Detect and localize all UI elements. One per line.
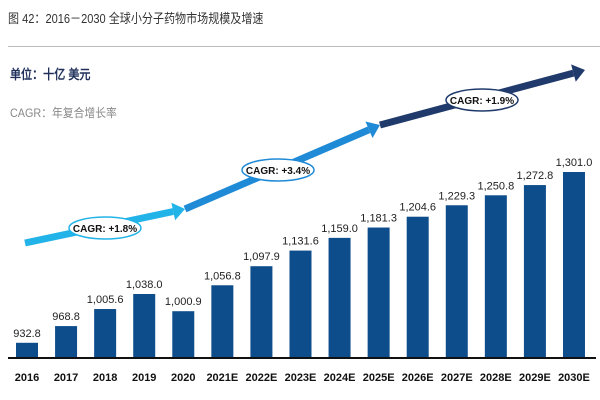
data-label: 1,250.8 xyxy=(477,180,514,192)
bar-2020 xyxy=(172,311,195,358)
bar-2018 xyxy=(94,309,117,358)
bar-2019 xyxy=(133,293,156,358)
bar-2023E xyxy=(289,250,312,358)
x-tick-label: 2023E xyxy=(285,372,317,384)
x-tick-label: 2025E xyxy=(363,372,395,384)
bar-2026E xyxy=(406,216,429,358)
data-label: 1,000.9 xyxy=(165,296,202,308)
x-tick-label: 2026E xyxy=(402,372,434,384)
bar-2025E xyxy=(367,227,390,358)
bar-2021E xyxy=(211,285,234,358)
x-tick-label: 2022E xyxy=(246,372,278,384)
x-tick-label: 2018 xyxy=(93,372,117,384)
data-label: 1,056.8 xyxy=(204,270,241,282)
chart-title: 图 42：2016－2030 全球小分子药物市场规模及增速 xyxy=(8,11,264,26)
x-tick-label: 2016 xyxy=(15,372,39,384)
cagr-label: CAGR: +3.4% xyxy=(246,166,310,177)
bar-2022E xyxy=(250,266,273,358)
data-label: 1,038.0 xyxy=(126,279,163,291)
x-tick-label: 2017 xyxy=(54,372,78,384)
cagr-bubble xyxy=(68,216,142,240)
data-label: 1,097.9 xyxy=(243,251,280,263)
cagr-label: CAGR: +1.8% xyxy=(73,224,137,235)
x-tick-label: 2021E xyxy=(206,372,238,384)
cagr-arrow-head xyxy=(365,121,380,139)
bar-2017 xyxy=(55,326,78,358)
data-label: 1,301.0 xyxy=(556,157,593,169)
divider xyxy=(8,46,600,47)
x-tick-label: 2028E xyxy=(480,372,512,384)
cagr-label: CAGR: +1.9% xyxy=(450,96,514,107)
cagr-arrow-head xyxy=(571,64,585,82)
bar-2028E xyxy=(484,195,507,358)
data-label: 1,272.8 xyxy=(517,170,554,182)
data-label: 1,005.6 xyxy=(87,294,124,306)
bar-2024E xyxy=(328,237,351,358)
x-tick-label: 2019 xyxy=(132,372,156,384)
x-tick-label: 2027E xyxy=(441,372,473,384)
x-tick-label: 2024E xyxy=(324,372,356,384)
x-tick-label: 2030E xyxy=(558,372,590,384)
unit-label: 单位：十亿 美元 xyxy=(10,67,91,82)
data-label: 932.8 xyxy=(13,328,41,340)
cagr-bubble xyxy=(445,88,519,112)
cagr-arrow-head xyxy=(171,202,185,221)
cagr-bubble xyxy=(241,158,315,182)
x-tick-label: 2029E xyxy=(519,372,551,384)
x-tick-label: 2020 xyxy=(171,372,195,384)
bar-2029E xyxy=(523,185,546,358)
data-label: 1,131.6 xyxy=(282,236,319,248)
data-label: 1,229.3 xyxy=(438,190,475,202)
cagr-note: CAGR：年复合增长率 xyxy=(10,106,117,120)
data-label: 968.8 xyxy=(52,311,80,323)
bar-2016 xyxy=(16,342,38,358)
data-label: 1,181.3 xyxy=(360,213,397,225)
data-label: 1,159.0 xyxy=(321,223,358,235)
bar-2030E xyxy=(562,172,585,358)
bar-2027E xyxy=(445,205,468,358)
data-label: 1,204.6 xyxy=(399,202,436,214)
